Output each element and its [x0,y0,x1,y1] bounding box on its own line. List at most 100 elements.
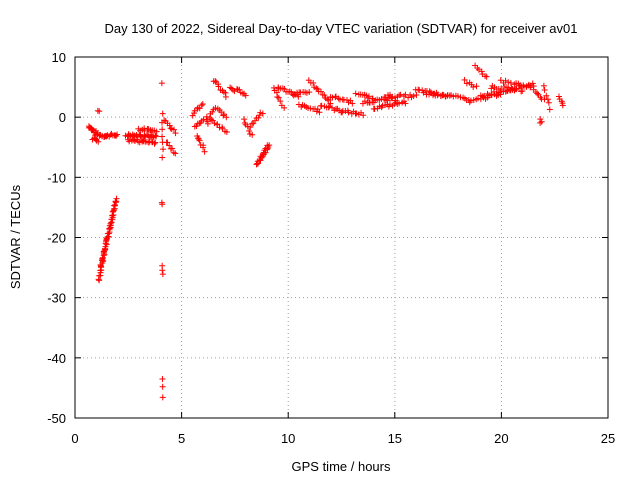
data-point [512,85,519,92]
data-point [159,133,166,140]
y-tick-label: -10 [47,170,66,185]
data-point [249,131,256,138]
data-point [332,94,339,101]
data-point [166,122,173,129]
axis-ticks: 0 5 10 15 20 25 -50 -40 -30 -20 -10 0 10 [47,50,615,446]
data-point [159,394,166,401]
data-point [527,84,534,91]
data-point [255,114,262,121]
data-point [505,79,512,86]
data-point [371,105,378,112]
data-point [473,83,480,90]
data-point [365,93,372,100]
data-point [158,80,165,87]
data-point [463,80,470,87]
data-point [109,208,116,215]
data-point [325,97,332,104]
data-point [95,276,102,283]
data-point [434,92,441,99]
data-point [201,148,208,155]
data-point [541,86,548,93]
data-point [153,128,160,135]
data-point [96,108,103,115]
data-point [167,125,174,132]
data-point [481,92,488,99]
data-point [196,105,203,112]
data-point [316,109,323,116]
data-point [100,250,107,257]
data-point [172,150,179,157]
data-point [498,86,505,93]
data-point [264,146,271,153]
data-point [475,95,482,102]
data-point [159,110,166,117]
data-point [275,94,282,101]
data-point [126,138,133,145]
data-point [295,93,302,100]
x-tick-label: 25 [601,431,615,446]
data-point [470,83,477,90]
data-point [537,119,544,126]
data-point [110,207,117,214]
data-point [379,102,386,109]
data-point [151,140,158,147]
data-point [389,93,396,100]
y-axis-label: SDTVAR / TECUs [8,184,23,289]
x-axis-label: GPS time / hours [292,459,391,474]
data-point [106,225,113,232]
data-point [270,84,277,91]
data-point [221,111,228,118]
data-point [502,77,509,84]
data-point [253,161,260,168]
data-point [198,102,205,109]
data-point [345,109,352,116]
data-point [189,112,196,119]
data-point [258,154,265,161]
x-tick-label: 0 [71,431,78,446]
data-point [103,241,110,248]
data-point [103,238,110,245]
data-points [85,62,566,401]
data-point [559,102,566,109]
data-point [223,114,230,121]
data-point [114,131,121,138]
data-point [534,90,541,97]
data-point [543,92,550,99]
data-point [170,126,177,133]
data-point [160,146,167,153]
data-point [265,143,272,150]
data-point [317,88,324,95]
chart-title: Day 130 of 2022, Sidereal Day-to-day VTE… [104,21,577,36]
data-point [159,267,166,274]
data-point [203,113,210,120]
data-point [410,93,417,100]
data-point [108,219,115,226]
data-point [159,383,166,390]
data-point [281,104,288,111]
data-point [454,93,461,100]
data-point [461,76,468,83]
data-point [220,112,227,119]
data-point [113,132,120,139]
data-point [544,96,551,103]
data-point [247,124,254,131]
data-point [200,144,207,151]
y-tick-label: -50 [47,411,66,426]
x-tick-label: 10 [281,431,295,446]
data-point [324,96,331,103]
data-point [152,139,159,146]
y-tick-label: -20 [47,231,66,246]
data-point [204,118,211,125]
data-point [246,127,253,134]
data-point [169,145,176,152]
data-point [555,93,562,100]
data-point [352,90,359,97]
data-point [89,127,96,134]
data-point [215,83,222,90]
data-point [95,138,102,145]
data-point [244,123,251,130]
data-point [212,78,219,85]
data-point [196,137,203,144]
data-point [396,100,403,107]
data-point [478,68,485,75]
